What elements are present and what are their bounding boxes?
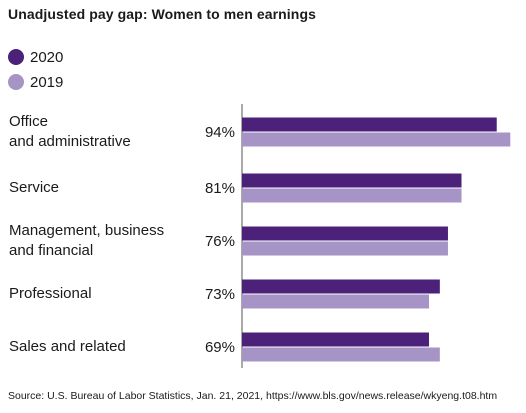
source-note: Source: U.S. Bureau of Labor Statistics,… — [8, 390, 498, 402]
bar-2019 — [242, 347, 440, 362]
legend: 2020 2019 — [8, 46, 63, 96]
bar-2019 — [242, 241, 448, 256]
category-label: Service — [9, 179, 59, 196]
bar-2020 — [242, 226, 448, 241]
value-label: 94% — [205, 124, 235, 141]
value-label: 81% — [205, 180, 235, 197]
chart-title: Unadjusted pay gap: Women to men earning… — [8, 6, 316, 22]
bar-2020 — [242, 332, 429, 347]
bar-2019 — [242, 294, 429, 309]
bar-2019 — [242, 188, 462, 203]
value-label: 69% — [205, 339, 235, 356]
value-label: 73% — [205, 286, 235, 303]
legend-swatch-2019 — [8, 74, 24, 90]
legend-label-2019: 2019 — [30, 73, 64, 91]
value-label: 76% — [205, 233, 235, 250]
category-label: Professional — [9, 285, 92, 302]
legend-swatch-2020 — [8, 49, 24, 65]
bar-2019 — [242, 132, 511, 147]
category-label: Office and administrative — [9, 113, 131, 150]
legend-item-2020: 2020 — [8, 46, 63, 68]
category-label: Management, business and financial — [9, 222, 164, 259]
bar-2020 — [242, 173, 462, 188]
legend-item-2019: 2019 — [8, 71, 63, 93]
legend-label-2020: 2020 — [30, 48, 64, 66]
bar-2020 — [242, 117, 497, 132]
category-label: Sales and related — [9, 338, 126, 355]
bar-2020 — [242, 279, 440, 294]
